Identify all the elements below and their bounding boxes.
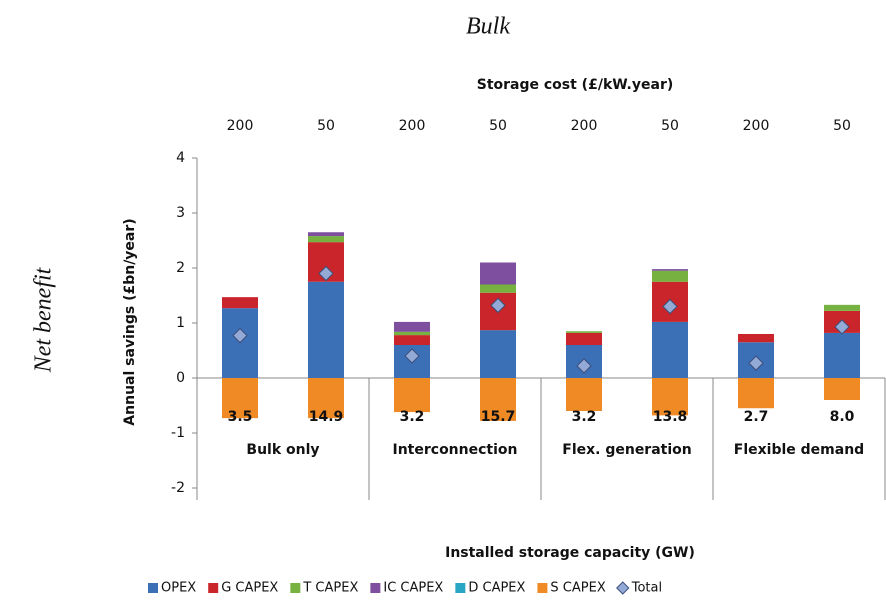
capacity-label: 3.2	[572, 409, 597, 425]
bar-segment	[394, 378, 430, 413]
cost-label: 50	[661, 118, 679, 134]
legend-swatch	[455, 583, 466, 593]
group-label: Flex. generation	[562, 442, 692, 458]
group-label: Interconnection	[393, 442, 518, 458]
bar-segment	[566, 331, 602, 333]
bar-segment	[394, 331, 430, 336]
cost-label: 200	[743, 118, 770, 134]
bar-segment	[308, 236, 344, 243]
bar-segment	[652, 321, 688, 378]
capacity-label: 3.5	[228, 409, 253, 425]
capacity-label: 8.0	[830, 409, 855, 425]
cost-label: 200	[571, 118, 598, 134]
bar-segment	[480, 262, 516, 285]
y-tick-label: 4	[176, 150, 185, 166]
bar-segment	[308, 281, 344, 378]
legend-swatch	[290, 583, 301, 593]
bar-segment	[566, 378, 602, 411]
group-label: Bulk only	[246, 442, 319, 458]
total-marker	[232, 327, 248, 344]
capacity-label: 15.7	[481, 409, 516, 425]
group-label: Flexible demand	[734, 442, 864, 458]
y-tick-label: 2	[176, 260, 185, 276]
total-marker	[404, 348, 420, 364]
legend-label: OPEX	[161, 581, 196, 596]
total-marker	[490, 297, 506, 314]
x-axis-label: Installed storage capacity (GW)	[445, 545, 695, 561]
legend-swatch	[537, 583, 548, 593]
legend-label: Total	[631, 581, 662, 596]
bar-segment	[824, 378, 860, 400]
legend-label: D CAPEX	[468, 581, 525, 596]
chart-title: Bulk	[466, 14, 510, 40]
bar-segment	[652, 270, 688, 282]
top-axis-label: Storage cost (£/kW.year)	[477, 77, 674, 93]
total-marker	[576, 358, 592, 374]
total-marker	[318, 265, 334, 282]
bar-segment	[824, 332, 860, 378]
y-tick-label: 1	[176, 315, 185, 331]
capacity-label: 2.7	[744, 409, 769, 425]
bar-segment	[480, 284, 516, 293]
y-tick-label: 3	[176, 205, 185, 221]
y-tick-label: -2	[171, 480, 185, 496]
side-label: Net benefit	[31, 266, 57, 373]
legend-swatch	[208, 583, 219, 593]
cost-label: 200	[227, 118, 254, 134]
bar-segment	[652, 378, 688, 416]
bar-segment	[394, 321, 430, 332]
bar-segment	[222, 378, 258, 419]
cost-label: 50	[317, 118, 335, 134]
capacity-label: 14.9	[309, 409, 344, 425]
y-tick-label: -1	[171, 425, 185, 441]
bar-segment	[738, 334, 774, 343]
bar-segment	[652, 269, 688, 271]
total-marker	[662, 298, 678, 315]
total-marker	[834, 319, 850, 335]
bar-segment	[480, 378, 516, 421]
bar-segment	[480, 330, 516, 378]
y-axis-label: Annual savings (£bn/year)	[122, 218, 138, 425]
legend-label: S CAPEX	[550, 581, 605, 596]
legend-label: G CAPEX	[221, 581, 278, 596]
legend-label: T CAPEX	[302, 581, 358, 596]
capacity-label: 13.8	[653, 409, 688, 425]
total-marker	[748, 355, 764, 371]
legend-label: IC CAPEX	[383, 581, 443, 596]
bar-segment	[738, 378, 774, 409]
cost-label: 50	[489, 118, 507, 134]
bar-segment	[308, 232, 344, 237]
capacity-label: 3.2	[400, 409, 425, 425]
legend-swatch	[616, 581, 630, 595]
cost-label: 200	[399, 118, 426, 134]
bar-segment	[566, 332, 602, 345]
legend-swatch	[148, 583, 158, 593]
y-tick-label: 0	[176, 370, 185, 386]
bar-segment	[394, 335, 430, 345]
bar-segment	[308, 378, 344, 419]
bar-segment	[222, 297, 258, 309]
legend-swatch	[370, 583, 381, 593]
bar-segment	[824, 304, 860, 311]
cost-label: 50	[833, 118, 851, 134]
